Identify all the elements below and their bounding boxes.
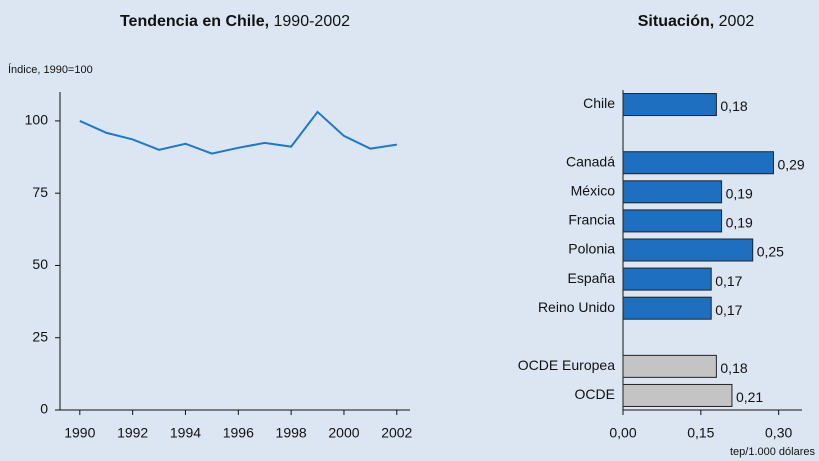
bar (622, 209, 723, 233)
bar (622, 354, 717, 378)
y-tick-label: OCDE Europea (518, 357, 615, 373)
bar (622, 151, 774, 175)
x-tick-label: 1990 (64, 425, 95, 441)
y-axis-label: Índice, 1990=100 (8, 63, 93, 76)
x-tick-label: 1996 (223, 425, 254, 441)
title-main: Situación, (638, 13, 714, 30)
value-label: 0,17 (715, 302, 742, 318)
x-tick-label: 1998 (276, 425, 307, 441)
y-tick-label: Reino Unido (538, 299, 615, 315)
x-axis-label: tep/1.000 dólares (730, 446, 816, 458)
y-tick-label: Francia (568, 212, 615, 228)
value-label: 0,29 (777, 156, 804, 172)
y-tick-label: México (571, 183, 616, 199)
chart-title: Tendencia en Chile, 1990-2002 (120, 13, 350, 30)
value-label: 0,18 (720, 98, 747, 114)
x-tick-label: 1994 (170, 425, 201, 441)
value-label: 0,21 (736, 389, 763, 405)
y-tick-label: 100 (25, 112, 49, 128)
x-tick-label: 2002 (381, 425, 412, 441)
value-label: 0,25 (757, 244, 784, 260)
y-tick-label: OCDE (575, 386, 615, 402)
x-tick-label: 0,15 (687, 425, 714, 441)
bar (622, 93, 717, 117)
x-tick-label: 2000 (328, 425, 359, 441)
bar (622, 296, 712, 320)
y-tick-label: Polonia (568, 241, 615, 257)
y-tick-label: 0 (40, 401, 48, 417)
y-tick-label: Chile (583, 95, 615, 111)
bar (622, 383, 733, 407)
line-series (79, 110, 397, 155)
bar (622, 267, 712, 291)
value-label: 0,18 (720, 360, 747, 376)
y-tick-label: 50 (32, 256, 48, 272)
y-tick-label: España (568, 270, 616, 286)
y-tick-label: 25 (32, 328, 48, 344)
x-tick-label: 0,00 (609, 425, 636, 441)
bar (622, 180, 723, 204)
title-period: 2002 (719, 13, 755, 30)
title-period: 1990-2002 (274, 13, 351, 30)
y-tick-label: Canadá (566, 153, 615, 169)
y-tick-label: 75 (32, 184, 48, 200)
value-label: 0,17 (715, 273, 742, 289)
title-main: Tendencia en Chile, (120, 13, 269, 30)
bar (622, 238, 754, 262)
value-label: 0,19 (726, 215, 753, 231)
chart-title: Situación, 2002 (638, 13, 755, 30)
value-label: 0,19 (726, 186, 753, 202)
x-tick-label: 0,30 (765, 425, 792, 441)
x-tick-label: 1992 (117, 425, 148, 441)
